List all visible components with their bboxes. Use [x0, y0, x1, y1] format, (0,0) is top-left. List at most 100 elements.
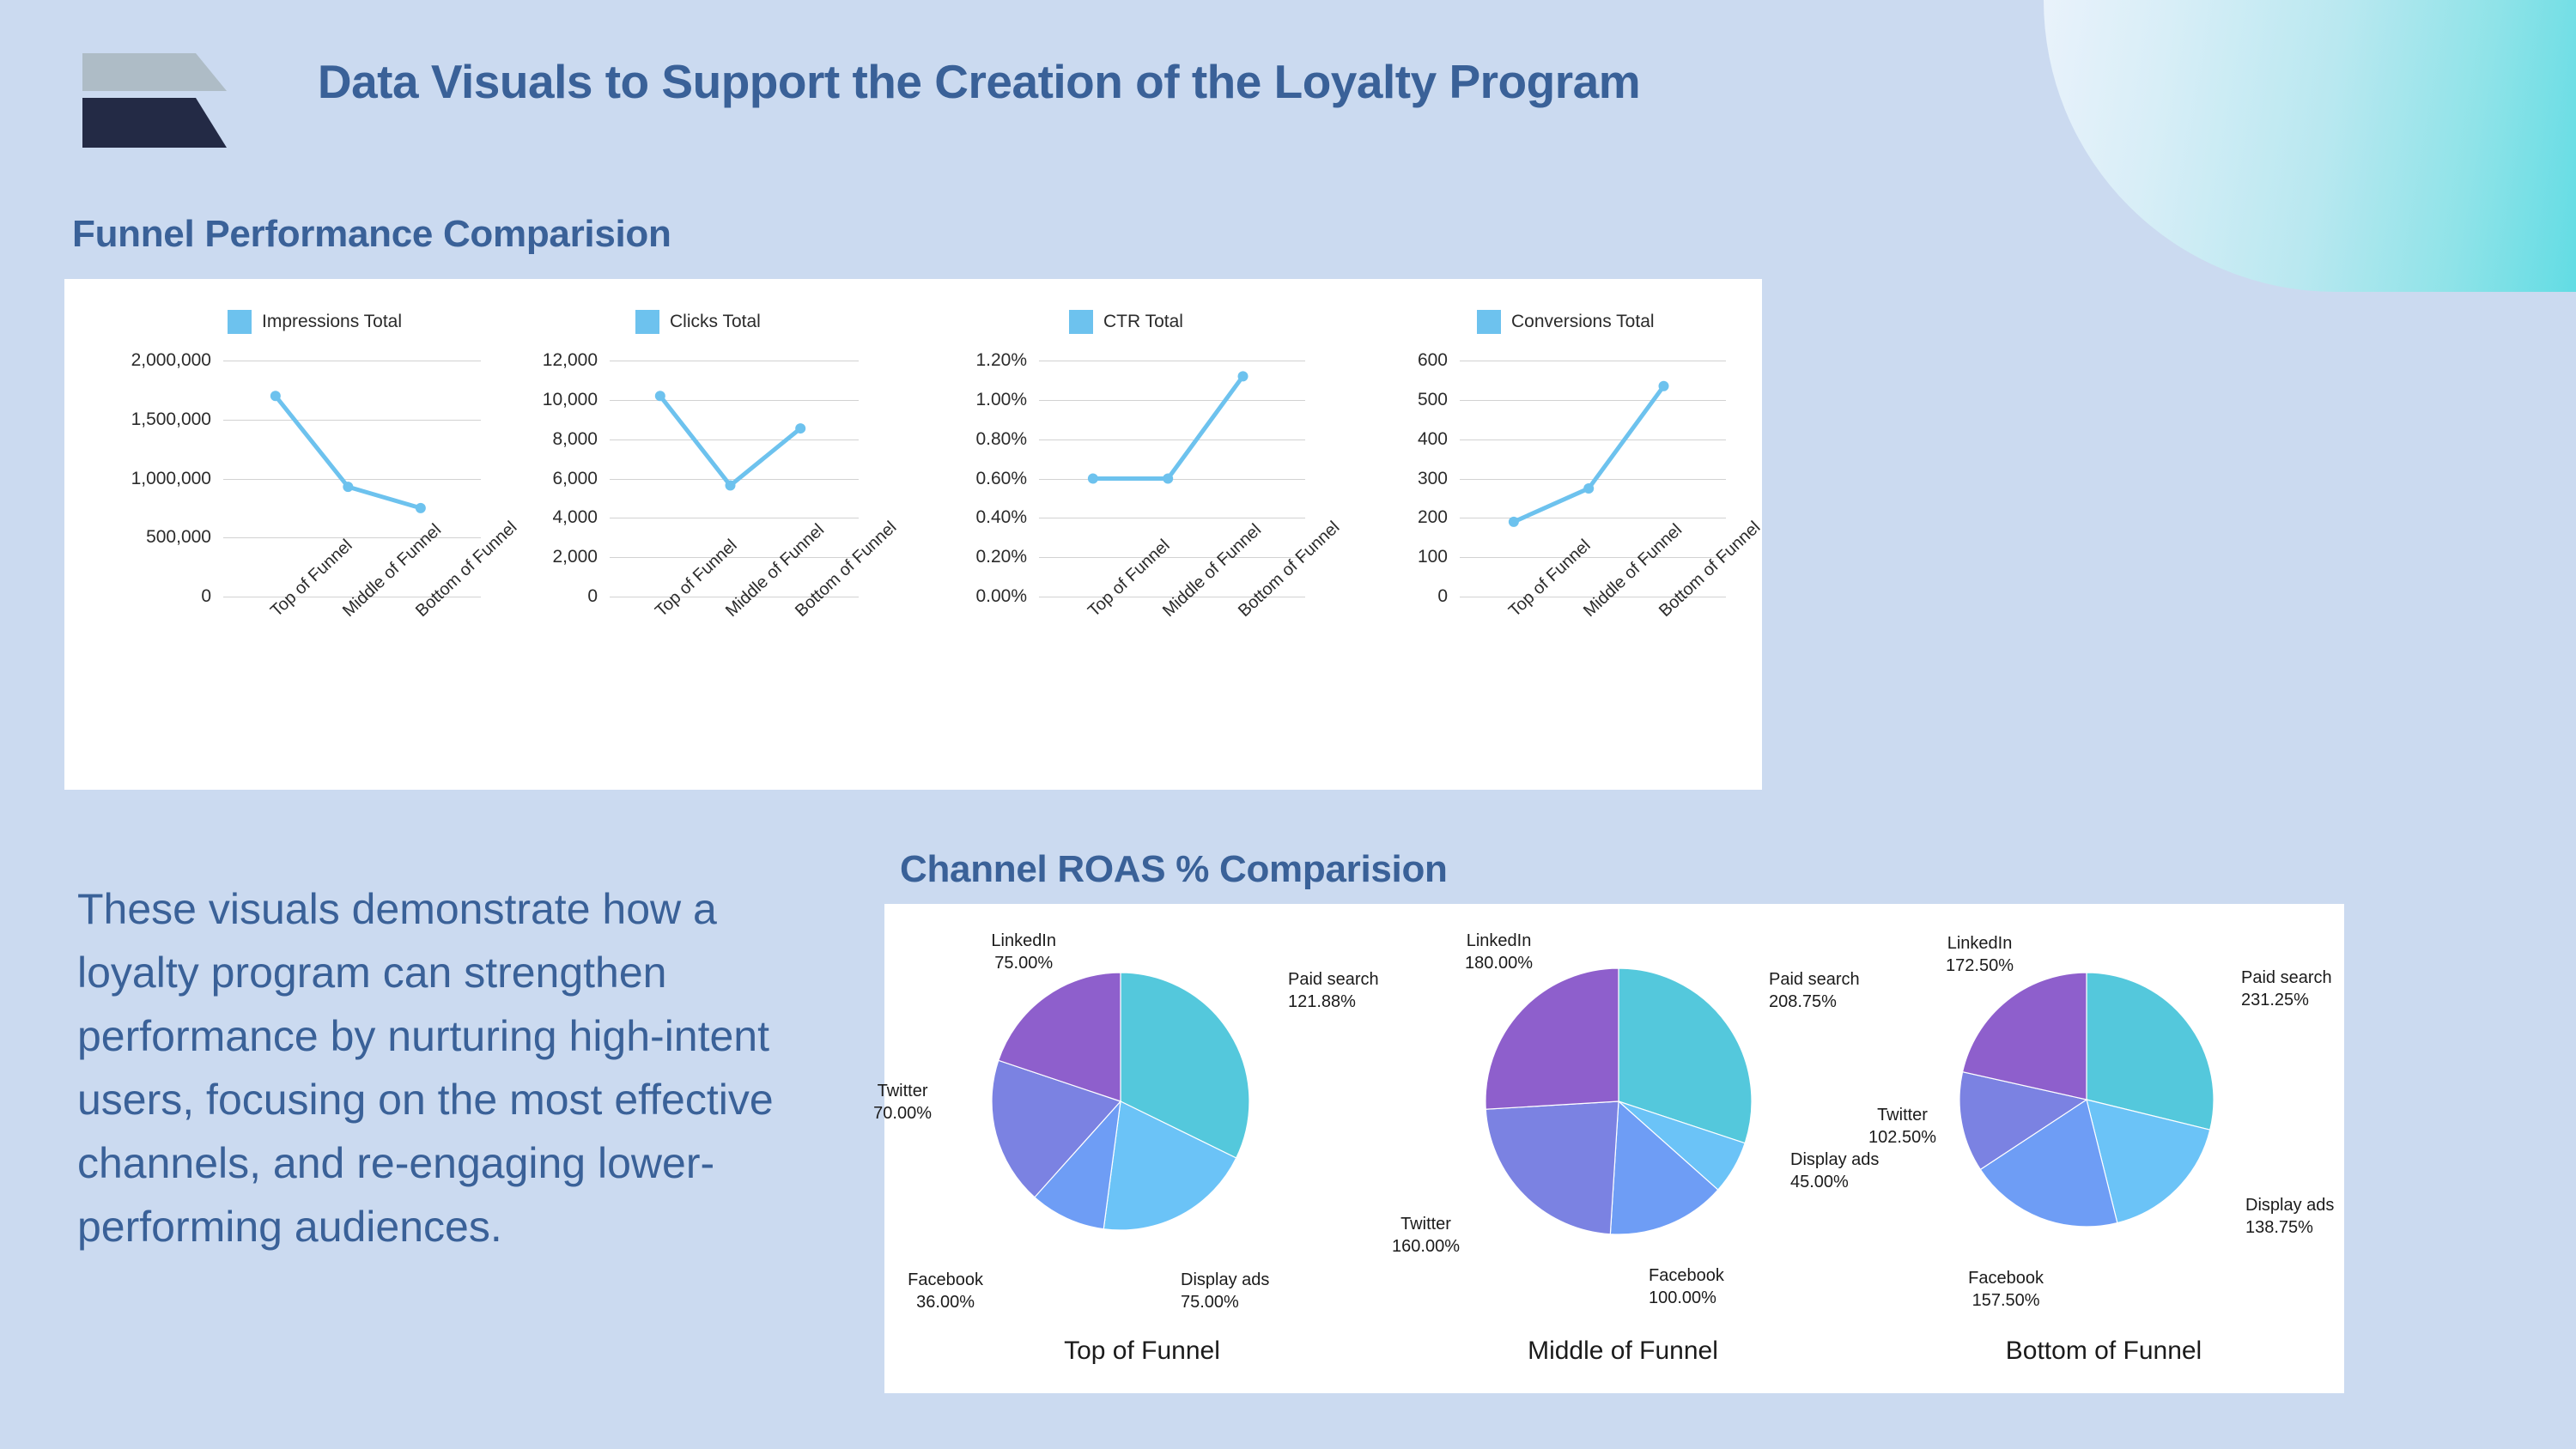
pie-slice [1609, 1100, 1719, 1235]
y-axis-tick-label: 8,000 [552, 428, 598, 449]
y-axis-tick-label: 0 [201, 586, 211, 606]
pie-slice-label: Paid search 231.25% [2241, 967, 2332, 1011]
gridline [1460, 399, 1726, 401]
legend-label: CTR Total [1103, 312, 1183, 331]
y-axis-tick-label: 1,500,000 [131, 409, 211, 429]
series-line [1508, 380, 1669, 527]
page-title: Data Visuals to Support the Creation of … [317, 55, 1641, 108]
pie-slice-label: LinkedIn 172.50% [1946, 932, 2014, 977]
pie-slices [991, 972, 1250, 1231]
pie-chart-title: Middle of Funnel [1528, 1337, 1718, 1365]
gridline [223, 537, 481, 539]
chart-legend: Clicks Total [635, 310, 761, 334]
plot-area: 0 100 200 300 400 500 600 Top of Funnel Middle o… [1418, 350, 1764, 621]
pie-label-value: 138.75% [2245, 1218, 2313, 1237]
line-chart-clicks-total: Clicks Total 0 2,000 4,000 6,000 8,000 10,000 1… [502, 279, 910, 790]
pie-slice-label: Facebook 36.00% [908, 1269, 983, 1313]
y-axis-tick-label: 200 [1417, 507, 1448, 528]
line-chart-impressions-total: Impressions Total 0 500,000 1,000,000 1,500,… [64, 279, 520, 790]
pie-label-value: 180.00% [1465, 954, 1533, 973]
pie-slice [1103, 1100, 1237, 1231]
series-line [1087, 371, 1249, 484]
pie-label-name: Facebook [908, 1270, 983, 1289]
y-axis-tick-label: 4,000 [552, 507, 598, 528]
y-axis-tick-label: 0.20% [975, 547, 1027, 567]
pie-label-value: 102.50% [1868, 1128, 1936, 1147]
summary-paragraph: These visuals demonstrate how a loyalty … [77, 885, 774, 1251]
gridline [223, 419, 481, 421]
gridline [1039, 557, 1305, 559]
corner-chevron-logo-icon [82, 53, 227, 148]
line-chart-conversions-total: Conversions Total 0 100 200 300 400 500 600 Top … [1340, 279, 1764, 790]
pie-label-value: 157.50% [1971, 1291, 2040, 1310]
y-axis-tick-label: 500,000 [146, 527, 211, 548]
pie-label-name: Paid search [1288, 970, 1379, 989]
line-chart-ctr-total: CTR Total 0.00% 0.20% 0.40% 0.60% 0.80% 1.00% 1… [910, 279, 1343, 790]
pie-label-value: 231.25% [2241, 991, 2309, 1009]
pie-slice [991, 1059, 1122, 1198]
gridline [610, 557, 859, 559]
pie-slice-label: Paid search 121.88% [1288, 968, 1379, 1013]
pie-label-value: 36.00% [916, 1293, 975, 1312]
y-axis-tick-label: 2,000,000 [131, 350, 211, 370]
pie-slice [1485, 967, 1619, 1110]
pie-slice-label: LinkedIn 75.00% [991, 930, 1056, 974]
y-axis-tick-label: 100 [1417, 547, 1448, 567]
legend-label: Clicks Total [670, 312, 761, 331]
pie-slice [1961, 972, 2087, 1100]
channel-roas-card: Paid search 121.88% Display ads 75.00% Faceb… [873, 904, 2344, 1393]
pie-slice-label: Facebook 100.00% [1649, 1264, 1724, 1309]
pie-slice-label: Twitter 102.50% [1868, 1104, 1936, 1149]
pie-slice-label: Twitter 160.00% [1392, 1213, 1460, 1258]
y-axis-tick-label: 1.00% [975, 389, 1027, 409]
legend-swatch-icon [228, 310, 252, 334]
pie-label-value: 75.00% [1181, 1293, 1239, 1312]
y-axis-tick-label: 1.20% [975, 350, 1027, 370]
header-banner: WORLD OF HYATT® [2044, 0, 2576, 292]
y-axis-tick-label: 0 [587, 586, 598, 606]
y-axis-tick-label: 600 [1417, 350, 1448, 370]
pie-label-name: Facebook [1968, 1269, 2044, 1288]
pie-slice-label: Twitter 70.00% [873, 1080, 932, 1125]
pie-chart-middle-of-funnel: Paid search 208.75% Display ads 45.00% Faceb… [1382, 904, 1879, 1393]
pie-slice [2086, 972, 2215, 1131]
pie-label-name: Display ads [1790, 1150, 1880, 1169]
pie-slices [1959, 972, 2215, 1228]
funnel-performance-card: Impressions Total 0 500,000 1,000,000 1,500,… [64, 279, 1764, 790]
legend-swatch-icon [1477, 310, 1501, 334]
y-axis-tick-label: 6,000 [552, 468, 598, 488]
pie-label-value: 121.88% [1288, 992, 1356, 1011]
y-axis-tick-label: 0 [1437, 586, 1448, 606]
y-axis-tick-label: 400 [1417, 428, 1448, 449]
pie-slice [1034, 1100, 1121, 1230]
plot-area: 0.00% 0.20% 0.40% 0.60% 0.80% 1.00% 1.20% Top o… [975, 350, 1342, 621]
section-heading-roas: Channel ROAS % Comparision [900, 848, 1448, 890]
series-line [654, 391, 806, 491]
pie-slice [2086, 1099, 2211, 1224]
pie-slice-label: Display ads 75.00% [1181, 1269, 1269, 1313]
pie-chart-top-of-funnel: Paid search 121.88% Display ads 75.00% Faceb… [873, 904, 1382, 1393]
plot-area: 0 2,000 4,000 6,000 8,000 10,000 12,000 Top of … [543, 350, 901, 621]
pie-label-name: Display ads [1181, 1270, 1270, 1289]
pie-slice-label: Paid search 208.75% [1769, 968, 1860, 1013]
y-axis-tick-label: 1,000,000 [131, 468, 211, 488]
pie-label-name: LinkedIn [1947, 934, 2013, 953]
y-axis-tick-label: 0.80% [975, 428, 1027, 449]
chart-legend: Impressions Total [228, 310, 402, 334]
y-axis-tick-label: 300 [1417, 468, 1448, 488]
gridline [610, 399, 859, 401]
legend-label: Conversions Total [1511, 312, 1655, 331]
pie-label-name: Twitter [1877, 1106, 1928, 1125]
pie-label-value: 208.75% [1769, 992, 1837, 1011]
pie-slice [998, 972, 1121, 1102]
pie-slice-label: Display ads 138.75% [2245, 1194, 2334, 1239]
pie-label-name: Paid search [1769, 970, 1860, 989]
pie-slice-label: LinkedIn 180.00% [1465, 930, 1533, 974]
pie-label-name: Display ads [2245, 1196, 2335, 1215]
pie-slice [1618, 967, 1753, 1144]
pie-label-value: 100.00% [1649, 1288, 1716, 1307]
y-axis-tick-label: 0.60% [975, 468, 1027, 488]
y-axis-tick-label: 12,000 [542, 350, 598, 370]
pie-slice [1979, 1099, 2118, 1228]
y-axis-tick-label: 0.00% [975, 586, 1027, 606]
